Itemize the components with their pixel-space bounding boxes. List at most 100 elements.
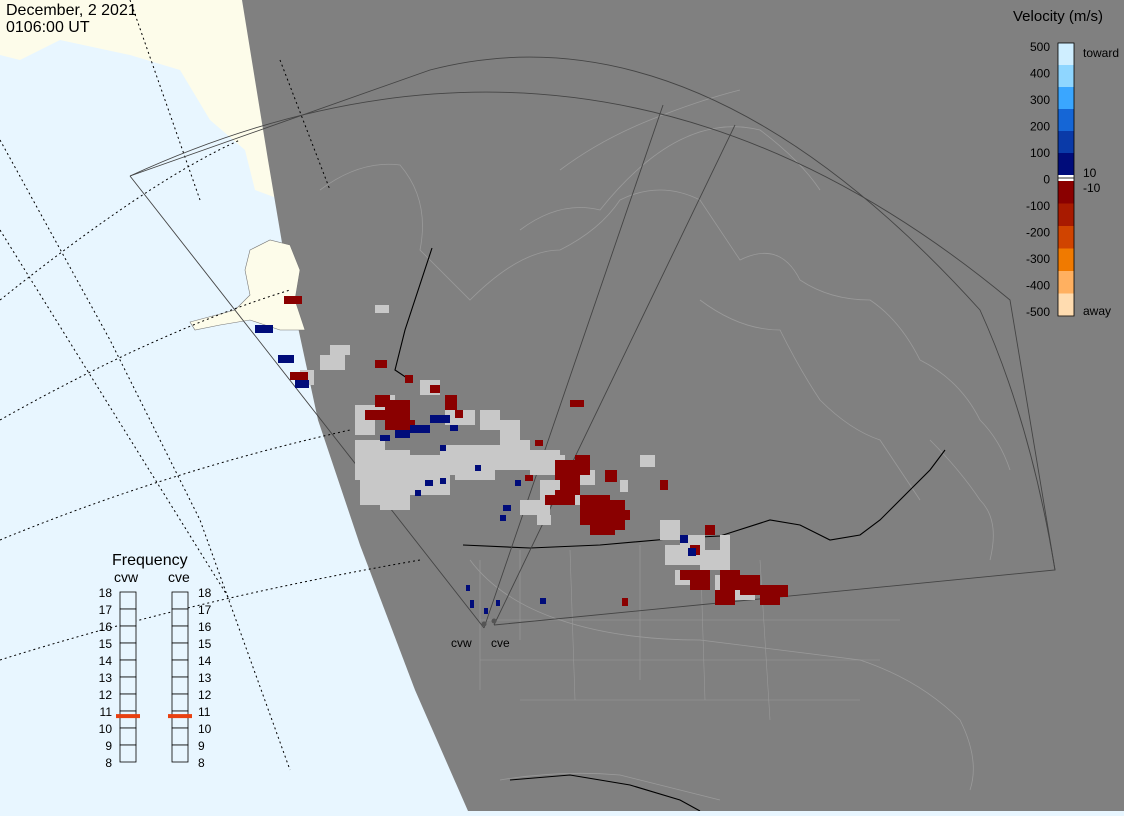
ground-scatter-cell [537, 515, 551, 525]
legend-frame [1057, 42, 1075, 317]
velocity-cells [255, 296, 788, 614]
legend-tick: 400 [1030, 67, 1050, 81]
legend-tick: -200 [1026, 226, 1050, 240]
positive-velocity-cell [575, 455, 590, 475]
frequency-scale-label: 10 [198, 722, 212, 736]
date-label: December, 2 2021 [6, 2, 137, 19]
negative-velocity-cell [440, 478, 446, 484]
frequency-cell [119, 710, 137, 729]
legend-toward-label: toward [1083, 46, 1119, 60]
positive-velocity-cell [365, 410, 385, 420]
ground-scatter-cell [380, 495, 410, 510]
velocity-legend: Velocity (m/s) 500 400 300 200 100 0 -100 -200 -… [1013, 8, 1119, 319]
frequency-cell [171, 591, 189, 610]
time-label: 0106:00 UT [6, 19, 90, 36]
positive-velocity-cell [455, 410, 463, 418]
frequency-scale-label: 12 [99, 688, 113, 702]
frequency-scale-label: 16 [99, 620, 113, 634]
negative-velocity-cell [515, 480, 521, 486]
positive-velocity-cell [605, 470, 617, 482]
negative-velocity-cell [450, 425, 458, 431]
legend-swatch [1058, 65, 1074, 88]
legend-tick: 500 [1030, 40, 1050, 54]
frequency-scale-label: 15 [99, 637, 113, 651]
positive-velocity-cell [590, 510, 615, 535]
radar-fov [129, 56, 1056, 629]
positive-velocity-cell [705, 525, 715, 535]
radar-sites: cvw cve [451, 618, 510, 650]
frequency-cell [119, 608, 137, 627]
frequency-left-radar: cvw [114, 569, 139, 585]
frequency-cell [119, 659, 137, 678]
frequency-cell [171, 608, 189, 627]
frequency-cell [171, 625, 189, 644]
frequency-cell [119, 625, 137, 644]
frequency-scale-label: 9 [105, 739, 112, 753]
radar-site-cve-marker [491, 618, 497, 624]
ground-scatter-cell [500, 420, 520, 440]
positive-velocity-cell [780, 585, 788, 597]
legend-swatch-zero-line [1058, 177, 1074, 179]
negative-velocity-cell [475, 465, 481, 471]
frequency-title: Frequency [112, 552, 188, 569]
legend-swatch [1058, 87, 1074, 110]
positive-velocity-cell [555, 490, 575, 505]
frequency-cell [171, 710, 189, 729]
legend-colorbar [1057, 42, 1075, 317]
frequency-cell [119, 676, 137, 695]
legend-away-label: away [1083, 304, 1111, 318]
frequency-cell [171, 659, 189, 678]
frequency-scale-label: 9 [198, 739, 205, 753]
ground-scatter-cell [480, 410, 500, 430]
negative-velocity-cell [255, 325, 273, 333]
positive-velocity-cell [284, 296, 302, 304]
negative-velocity-cell [688, 548, 696, 556]
negative-velocity-cell [540, 598, 546, 604]
positive-velocity-cell [545, 495, 555, 505]
legend-tick: -100 [1026, 199, 1050, 213]
frequency-scale-label: 14 [198, 654, 212, 668]
positive-velocity-cell [570, 400, 584, 407]
legend-swatch [1058, 181, 1074, 204]
frequency-scale-label: 15 [198, 637, 212, 651]
frequency-marker [116, 714, 140, 719]
negative-velocity-cell [680, 535, 688, 543]
positive-velocity-cell [525, 475, 533, 481]
frequency-scale-label: 10 [99, 722, 113, 736]
frequency-scale-label: 18 [198, 586, 212, 600]
legend-tick: 0 [1043, 173, 1050, 187]
legend-swatch [1058, 131, 1074, 154]
ground-scatter-cell [375, 305, 389, 313]
negative-velocity-cell [295, 380, 309, 388]
negative-velocity-cell [500, 515, 506, 521]
positive-velocity-cell [690, 570, 710, 590]
negative-velocity-cell [430, 415, 450, 423]
legend-tick: -400 [1026, 279, 1050, 293]
legend-swatch [1058, 248, 1074, 272]
ground-scatter-cell [330, 345, 350, 355]
frequency-cell [119, 744, 137, 763]
ground-scatter-cell [665, 545, 685, 565]
lat-lon-grid [0, 0, 421, 771]
ground-scatter-cell [640, 455, 655, 467]
legend-swatch [1058, 109, 1074, 132]
timestamp-header: December, 2 2021 0106:00 UT [6, 2, 137, 36]
positive-velocity-cell [555, 460, 580, 480]
ground-scatter-cell [520, 500, 550, 515]
positive-velocity-cell [405, 375, 413, 383]
frequency-scale-label: 18 [99, 586, 113, 600]
legend-swatch [1058, 271, 1074, 294]
legend-swatch [1058, 43, 1074, 66]
legend-threshold-positive: 10 [1083, 166, 1097, 180]
frequency-scale-label: 14 [99, 654, 113, 668]
frequency-scale-label: 17 [198, 603, 212, 617]
negative-velocity-cell [470, 600, 474, 608]
negative-velocity-cell [415, 490, 421, 496]
positive-velocity-cell [680, 570, 692, 580]
state-borders [479, 539, 900, 721]
legend-tick: -300 [1026, 252, 1050, 266]
ground-scatter-cell [620, 480, 628, 492]
land-day-area [0, 0, 282, 200]
